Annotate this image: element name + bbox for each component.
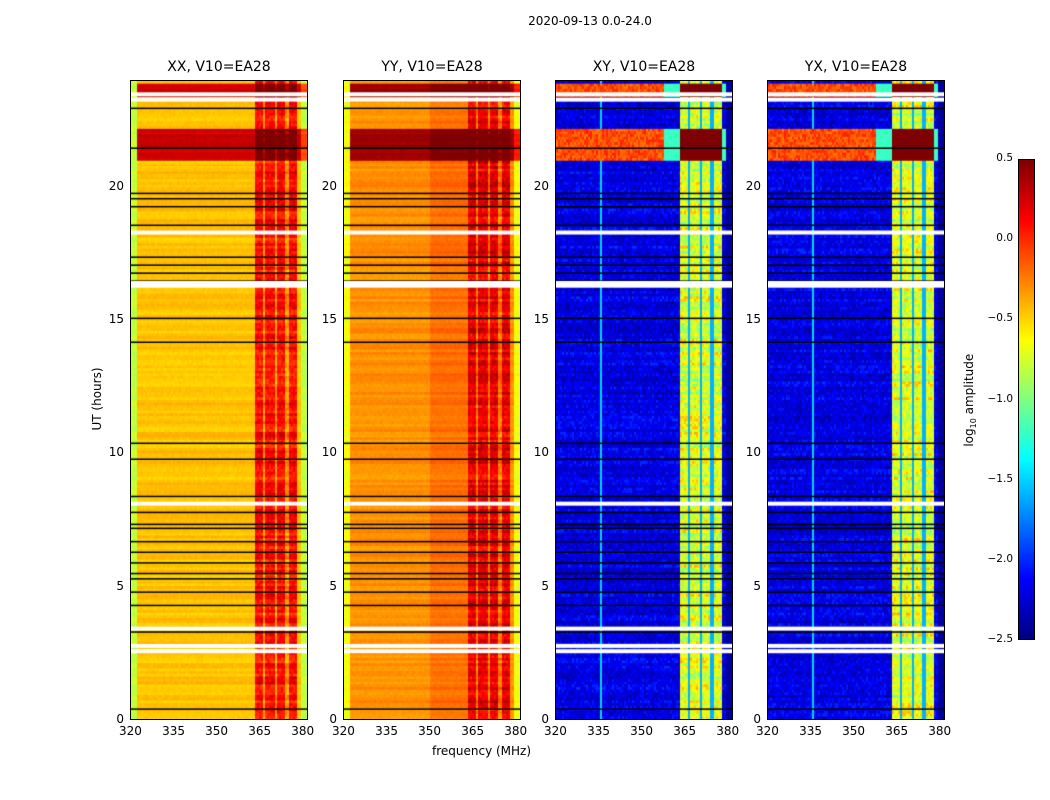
x-tick-label: 380 <box>291 724 315 738</box>
y-tick-label: 10 <box>745 445 762 460</box>
heatmap-image <box>131 81 307 719</box>
colorbar-tick-label: 0.5 <box>996 152 1013 164</box>
y-tick-label: 5 <box>753 578 762 593</box>
x-tick-label: 335 <box>162 724 185 738</box>
y-axis-label: UT (hours) <box>90 367 104 431</box>
colorbar-tick-label: −2.5 <box>987 633 1014 645</box>
y-tick-label: 0 <box>329 712 338 726</box>
heatmap-image <box>344 81 520 719</box>
y-tick-label: 20 <box>745 178 762 193</box>
y-tick-label: 5 <box>541 578 550 593</box>
y-tick-label: 10 <box>321 445 338 460</box>
y-tick-label: 0 <box>116 712 125 726</box>
colorbar-gradient <box>1019 160 1034 639</box>
colorbar-label-sub: 10 <box>969 418 979 429</box>
colorbar <box>1018 159 1035 640</box>
x-tick-label: 320 <box>332 724 355 738</box>
panel-title: XX, V10=EA28 <box>167 59 271 75</box>
x-tick-label: 350 <box>418 724 442 738</box>
x-tick-label: 380 <box>716 724 740 738</box>
panel-title: YY, V10=EA28 <box>381 59 483 75</box>
y-tick-label: 20 <box>108 178 125 193</box>
heatmap-panel-xy <box>555 80 733 720</box>
heatmap-panel-yy <box>343 80 521 720</box>
x-tick-label: 335 <box>375 724 398 738</box>
y-tick-label: 15 <box>108 312 125 326</box>
x-tick-label: 320 <box>756 724 779 738</box>
x-tick-label: 350 <box>205 724 229 738</box>
x-tick-label: 365 <box>885 724 909 738</box>
x-tick-label: 335 <box>587 724 610 738</box>
x-tick-label: 365 <box>673 724 697 738</box>
x-tick-label: 350 <box>842 724 866 738</box>
x-tick-label: 380 <box>928 724 952 738</box>
y-tick-label: 15 <box>533 312 550 326</box>
y-tick-label: 15 <box>745 312 762 326</box>
colorbar-label-log: log <box>961 428 976 447</box>
heatmap-image <box>556 81 732 719</box>
y-tick-label: 5 <box>329 578 338 593</box>
y-tick-label: 0 <box>753 712 762 726</box>
y-tick-label: 0 <box>541 712 550 726</box>
colorbar-tick-label: 0.0 <box>996 232 1013 245</box>
x-tick-label: 365 <box>248 724 272 738</box>
x-axis-label: frequency (MHz) <box>432 744 532 758</box>
colorbar-label-rest: amplitude <box>961 353 976 419</box>
y-tick-label: 20 <box>533 178 550 193</box>
y-tick-label: 15 <box>321 312 338 326</box>
colorbar-tick-label: −1.5 <box>987 472 1014 485</box>
x-tick-label: 350 <box>630 724 654 738</box>
y-tick-label: 10 <box>533 445 550 460</box>
colorbar-tick-label: −0.5 <box>987 312 1014 325</box>
heatmap-image <box>768 81 944 719</box>
figure-suptitle: 2020-09-13 0.0-24.0 <box>528 14 652 28</box>
heatmap-panel-yx <box>767 80 945 720</box>
x-tick-label: 320 <box>119 724 142 738</box>
y-tick-label: 10 <box>108 445 125 460</box>
y-tick-label: 20 <box>321 178 338 193</box>
panel-title: YX, V10=EA28 <box>804 59 908 75</box>
colorbar-tick-label: −1.0 <box>987 392 1014 405</box>
y-tick-label: 5 <box>116 578 125 593</box>
heatmap-panel-xx <box>130 80 308 720</box>
panel-title: XY, V10=EA28 <box>592 59 696 75</box>
colorbar-tick-label: −2.0 <box>987 552 1014 565</box>
x-tick-label: 365 <box>461 724 485 738</box>
x-tick-label: 335 <box>799 724 822 738</box>
x-tick-label: 320 <box>544 724 567 738</box>
x-tick-label: 380 <box>504 724 528 738</box>
